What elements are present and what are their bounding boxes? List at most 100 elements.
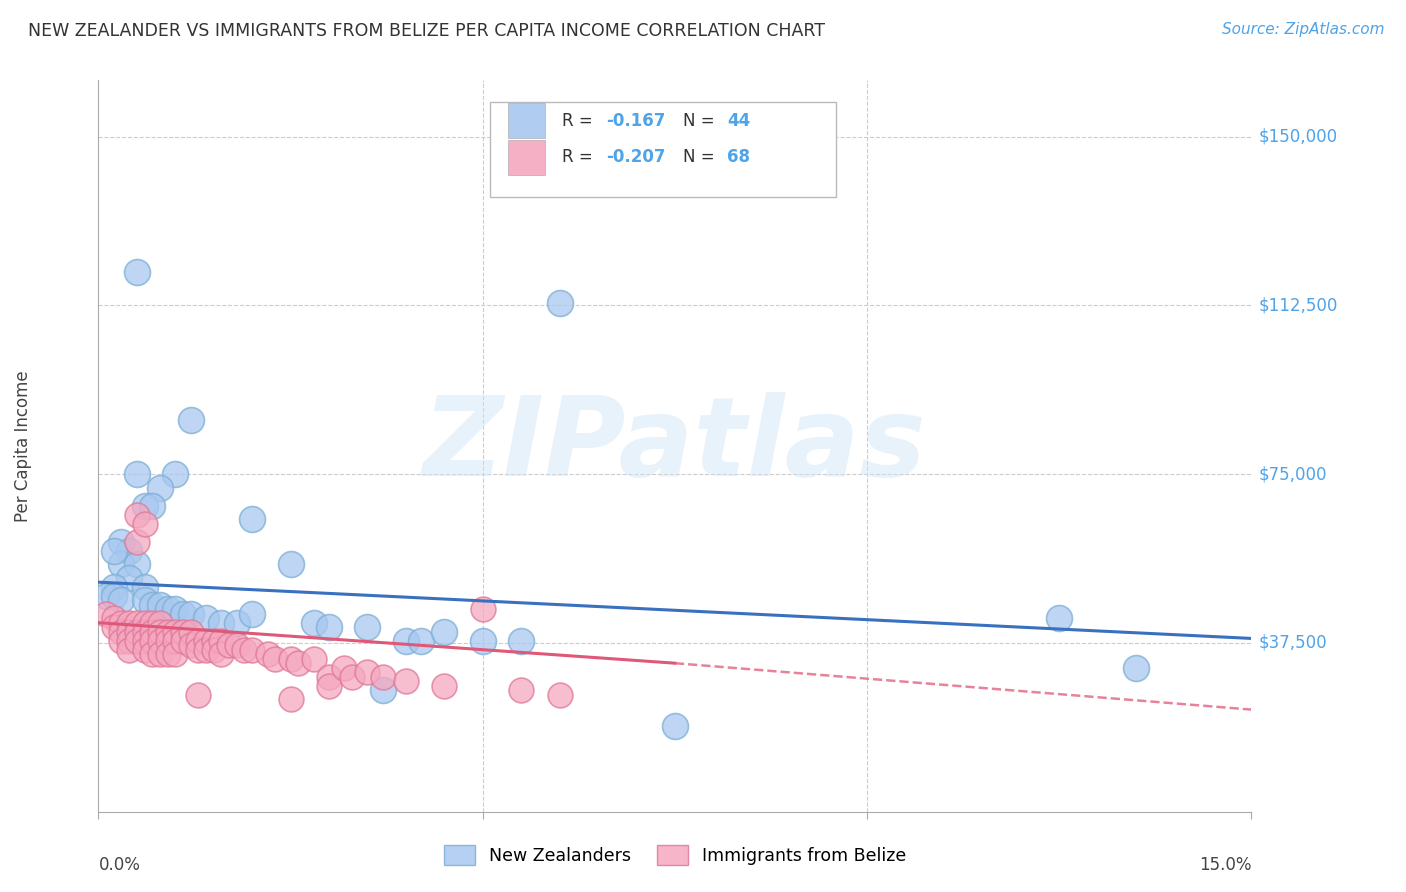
Point [156, 624, 179, 639]
Point [125, 557, 148, 571]
Point [195, 611, 218, 625]
Point [110, 557, 132, 571]
Point [471, 602, 494, 616]
Point [1125, 661, 1147, 675]
Point [125, 615, 148, 630]
Text: $37,500: $37,500 [1258, 634, 1327, 652]
Point [233, 642, 256, 657]
Point [318, 620, 340, 634]
Point [110, 633, 132, 648]
Point [141, 615, 163, 630]
Point [118, 543, 141, 558]
Text: Source: ZipAtlas.com: Source: ZipAtlas.com [1222, 22, 1385, 37]
Point [134, 593, 156, 607]
Point [110, 534, 132, 549]
Point [118, 615, 141, 630]
Point [340, 670, 363, 684]
Point [264, 651, 287, 665]
Point [209, 615, 232, 630]
Point [548, 688, 571, 702]
Point [165, 633, 187, 648]
Point [187, 642, 209, 657]
Point [118, 571, 141, 585]
Text: N =: N = [683, 112, 720, 129]
Point [103, 580, 125, 594]
Point [118, 633, 141, 648]
Point [195, 633, 218, 648]
Point [94, 589, 117, 603]
Point [134, 615, 156, 630]
Point [172, 624, 194, 639]
Point [510, 683, 533, 698]
Legend: New Zealanders, Immigrants from Belize: New Zealanders, Immigrants from Belize [444, 845, 905, 865]
Point [134, 624, 156, 639]
Text: 68: 68 [727, 148, 749, 166]
Point [103, 543, 125, 558]
Point [134, 642, 156, 657]
Point [256, 647, 278, 661]
Point [225, 638, 247, 652]
Text: $112,500: $112,500 [1258, 296, 1337, 314]
Point [280, 651, 302, 665]
Point [180, 624, 202, 639]
Point [395, 633, 418, 648]
Point [149, 647, 172, 661]
Point [287, 656, 309, 670]
Point [134, 580, 156, 594]
Point [156, 633, 179, 648]
Point [225, 615, 247, 630]
Point [110, 593, 132, 607]
Text: N =: N = [683, 148, 720, 166]
Point [125, 534, 148, 549]
Text: R =: R = [562, 148, 598, 166]
Text: -0.207: -0.207 [606, 148, 665, 166]
Point [165, 467, 187, 482]
Text: $150,000: $150,000 [1258, 128, 1337, 145]
Point [548, 296, 571, 310]
Point [240, 607, 263, 621]
Point [180, 607, 202, 621]
Point [125, 264, 148, 278]
Point [103, 611, 125, 625]
Point [280, 557, 302, 571]
Point [156, 647, 179, 661]
Point [103, 589, 125, 603]
Point [202, 642, 225, 657]
Point [471, 633, 494, 648]
Text: $75,000: $75,000 [1258, 465, 1327, 483]
FancyBboxPatch shape [491, 103, 837, 197]
Point [187, 688, 209, 702]
Point [664, 719, 686, 733]
Point [209, 647, 232, 661]
Point [433, 624, 456, 639]
Point [118, 624, 141, 639]
FancyBboxPatch shape [508, 103, 544, 138]
Point [141, 624, 163, 639]
Point [356, 620, 378, 634]
Point [149, 615, 172, 630]
Text: ZIPatlas: ZIPatlas [423, 392, 927, 500]
Point [395, 674, 418, 689]
Point [134, 633, 156, 648]
Point [187, 633, 209, 648]
Text: 0.0%: 0.0% [98, 855, 141, 873]
Point [149, 624, 172, 639]
Point [333, 661, 356, 675]
Point [149, 598, 172, 612]
Point [165, 624, 187, 639]
Point [94, 607, 117, 621]
Point [172, 633, 194, 648]
Point [433, 679, 456, 693]
Point [302, 615, 325, 630]
Point [356, 665, 378, 680]
Point [134, 499, 156, 513]
Point [125, 624, 148, 639]
Point [118, 642, 141, 657]
Point [195, 642, 218, 657]
Point [318, 670, 340, 684]
Point [218, 638, 240, 652]
Point [318, 679, 340, 693]
Point [149, 633, 172, 648]
Text: Per Capita Income: Per Capita Income [14, 370, 32, 522]
Point [180, 413, 202, 427]
